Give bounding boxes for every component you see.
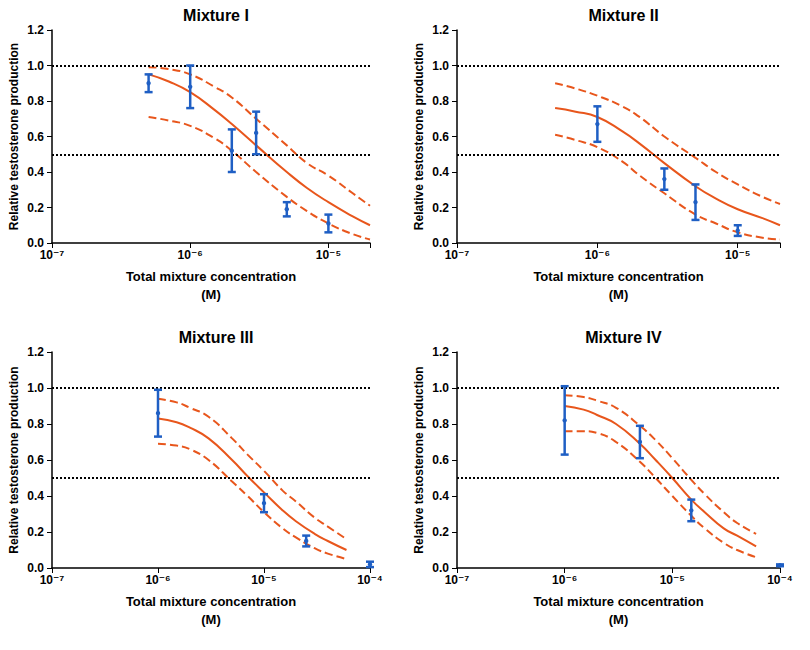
- svg-text:(M): (M): [609, 612, 629, 627]
- svg-text:1.0: 1.0: [27, 381, 44, 395]
- svg-text:Total mixture concentration: Total mixture concentration: [533, 269, 703, 284]
- svg-text:0.0: 0.0: [432, 561, 449, 575]
- svg-text:(M): (M): [609, 287, 629, 302]
- svg-text:0.8: 0.8: [27, 417, 44, 431]
- svg-text:1.2: 1.2: [27, 345, 44, 359]
- svg-text:0.6: 0.6: [432, 453, 449, 467]
- svg-text:0.6: 0.6: [27, 453, 44, 467]
- svg-text:0.4: 0.4: [27, 489, 44, 503]
- svg-text:10⁻⁶: 10⁻⁶: [178, 248, 203, 262]
- svg-text:Relative testosterone producti: Relative testosterone production: [7, 43, 21, 230]
- svg-text:10⁻⁶: 10⁻⁶: [145, 573, 170, 587]
- svg-text:0.8: 0.8: [432, 417, 449, 431]
- svg-text:0.2: 0.2: [27, 525, 44, 539]
- svg-text:Mixture I: Mixture I: [183, 7, 249, 24]
- svg-text:Total mixture concentration: Total mixture concentration: [533, 594, 703, 609]
- svg-text:0.4: 0.4: [432, 489, 449, 503]
- svg-text:1.2: 1.2: [27, 23, 44, 37]
- svg-text:0.2: 0.2: [432, 525, 449, 539]
- svg-text:1.0: 1.0: [432, 59, 449, 73]
- svg-text:10⁻⁴: 10⁻⁴: [767, 573, 793, 587]
- svg-text:1.2: 1.2: [432, 23, 449, 37]
- svg-text:10⁻⁵: 10⁻⁵: [660, 573, 685, 587]
- svg-text:10⁻⁴: 10⁻⁴: [357, 573, 383, 587]
- svg-text:Relative testosterone producti: Relative testosterone production: [412, 366, 426, 553]
- svg-text:10⁻⁵: 10⁻⁵: [251, 573, 276, 587]
- svg-text:10⁻⁷: 10⁻⁷: [40, 248, 65, 262]
- svg-text:Relative testosterone producti: Relative testosterone production: [7, 366, 21, 553]
- svg-text:10⁻⁷: 10⁻⁷: [445, 248, 470, 262]
- svg-text:0.0: 0.0: [432, 236, 449, 250]
- svg-text:(M): (M): [201, 287, 221, 302]
- svg-text:0.8: 0.8: [432, 94, 449, 108]
- svg-text:1.0: 1.0: [432, 381, 449, 395]
- svg-text:10⁻⁷: 10⁻⁷: [40, 573, 65, 587]
- svg-text:Mixture III: Mixture III: [179, 329, 254, 346]
- svg-text:10⁻⁶: 10⁻⁶: [552, 573, 577, 587]
- svg-text:0.2: 0.2: [432, 201, 449, 215]
- svg-text:Relative testosterone producti: Relative testosterone production: [412, 43, 426, 230]
- svg-text:0.0: 0.0: [27, 561, 44, 575]
- svg-text:10⁻⁶: 10⁻⁶: [585, 248, 610, 262]
- svg-text:0.0: 0.0: [27, 236, 44, 250]
- svg-text:Mixture IV: Mixture IV: [585, 329, 662, 346]
- svg-text:1.0: 1.0: [27, 59, 44, 73]
- svg-text:(M): (M): [201, 612, 221, 627]
- svg-text:0.4: 0.4: [432, 165, 449, 179]
- svg-text:Total mixture concentration: Total mixture concentration: [126, 594, 296, 609]
- svg-text:Mixture II: Mixture II: [588, 7, 658, 24]
- svg-text:0.8: 0.8: [27, 94, 44, 108]
- svg-text:0.6: 0.6: [27, 130, 44, 144]
- svg-text:0.2: 0.2: [27, 201, 44, 215]
- svg-text:0.4: 0.4: [27, 165, 44, 179]
- svg-text:10⁻⁷: 10⁻⁷: [445, 573, 470, 587]
- svg-text:1.2: 1.2: [432, 345, 449, 359]
- svg-text:10⁻⁵: 10⁻⁵: [725, 248, 750, 262]
- svg-text:0.6: 0.6: [432, 130, 449, 144]
- svg-text:10⁻⁵: 10⁻⁵: [316, 248, 341, 262]
- svg-text:Total mixture concentration: Total mixture concentration: [126, 269, 296, 284]
